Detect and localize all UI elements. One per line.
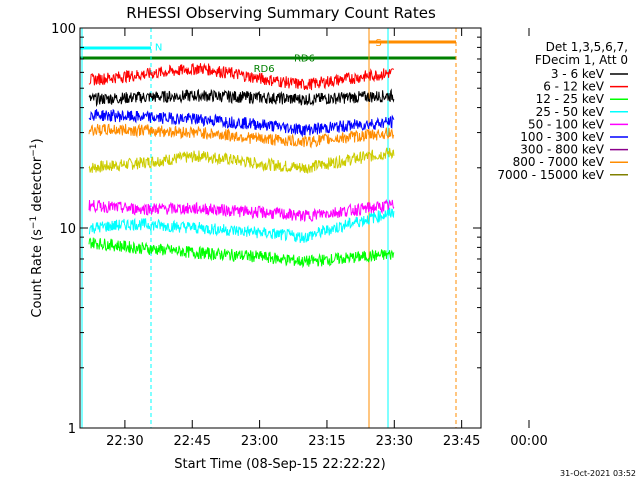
series-line: [88, 108, 395, 138]
y-label-part: Count Rate (s: [30, 229, 45, 318]
legend-header-line: Det 1,3,5,6,7,: [546, 40, 628, 54]
legend-label: 7000 - 15000 keV: [497, 168, 604, 182]
chart-title: RHESSI Observing Summary Count Rates: [126, 4, 436, 22]
legend-header-line: FDecim 1, Att 0: [535, 53, 628, 67]
y-label-exponent: −1: [29, 216, 39, 229]
legend: Det 1,3,5,6,7, FDecim 1, Att 0 3 - 6 keV…: [497, 40, 628, 182]
x-tick-label: 22:45: [174, 434, 211, 449]
x-tick-label: 23:15: [308, 434, 345, 449]
series-line: [88, 207, 395, 243]
legend-label: 300 - 800 keV: [520, 143, 604, 157]
series-line: [88, 198, 395, 222]
x-tick-label: 22:30: [106, 434, 143, 449]
series-line: [88, 88, 395, 108]
legend-label: 800 - 7000 keV: [513, 155, 605, 169]
footer-date: 31-Oct-2021 03:52: [560, 469, 636, 478]
y-tick-label: 10: [59, 222, 76, 237]
x-tick-label: 23:00: [241, 434, 278, 449]
y-tick-label: 1: [68, 422, 76, 437]
legend-label: 100 - 300 keV: [520, 130, 604, 144]
series-line: [88, 237, 395, 269]
axes: 100 10 1 22:30 22:45 23:00 23:15 23:30 23:45 00:0…: [51, 22, 548, 449]
y-tick-label: 100: [51, 22, 76, 37]
x-tick-label: 23:45: [443, 434, 480, 449]
x-axis-label: Start Time (08-Sep-15 22:22:22): [174, 457, 385, 472]
series-line: [88, 123, 395, 149]
series-line: [88, 62, 394, 91]
annotation-label: RD6: [294, 54, 315, 65]
y-label-exponent: −1: [29, 143, 39, 156]
y-label-part: ): [30, 138, 45, 143]
annotation-label: S: [375, 38, 381, 49]
annotation-label: N: [155, 42, 162, 53]
legend-label: 12 - 25 keV: [536, 92, 605, 106]
x-tick-label: 23:30: [376, 434, 413, 449]
legend-label: 25 - 50 keV: [536, 105, 605, 119]
y-axis-label: Count Rate (s−1 detector−1): [29, 138, 45, 317]
x-tick-label: 00:00: [510, 434, 547, 449]
legend-label: 50 - 100 keV: [528, 117, 605, 131]
series-line-extra: [88, 147, 395, 174]
plot-area: N S RD6 RD6: [80, 28, 457, 428]
legend-label: 3 - 6 keV: [551, 67, 605, 81]
annotation-label: RD6: [254, 64, 275, 75]
legend-label: 6 - 12 keV: [543, 80, 605, 94]
y-label-part: detector: [30, 156, 45, 216]
